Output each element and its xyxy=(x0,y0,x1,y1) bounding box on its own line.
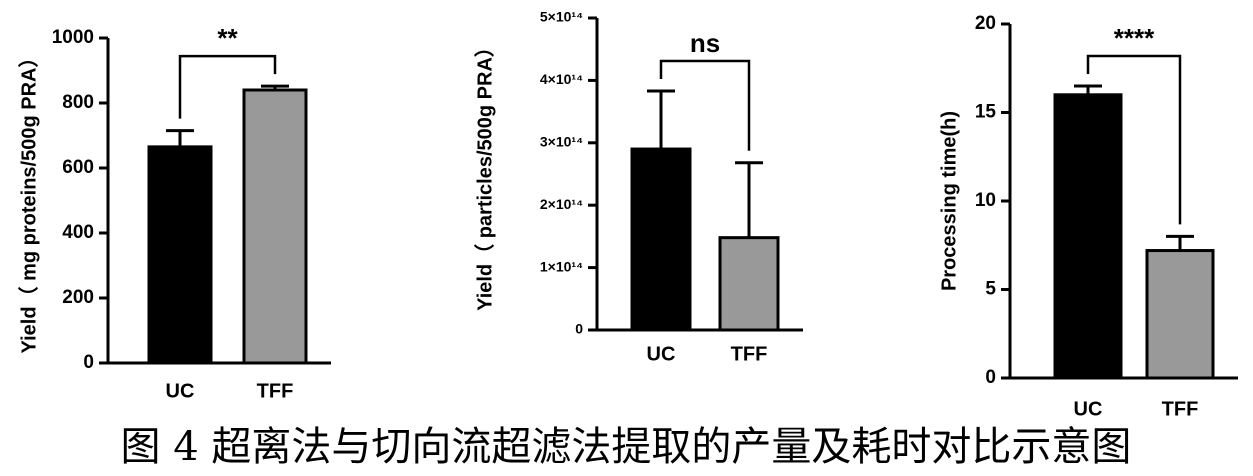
significance-label: ns xyxy=(690,28,720,58)
x-tick-label: UC xyxy=(166,380,195,402)
significance-bracket xyxy=(659,59,751,151)
bar xyxy=(1053,93,1123,380)
y-tick-label: 600 xyxy=(62,157,94,178)
x-tick-label: TFF xyxy=(257,380,294,402)
y-tick-label: 5×10¹⁴ xyxy=(540,9,583,25)
y-axis-label: Yield（ mg proteins/500g PRA） xyxy=(17,48,40,354)
y-tick-label: 0 xyxy=(83,352,94,373)
y-tick-label: 4×10¹⁴ xyxy=(540,71,583,87)
bar xyxy=(718,236,780,332)
significance-label: **** xyxy=(1114,23,1155,53)
bar xyxy=(147,145,213,365)
bar xyxy=(242,88,308,365)
y-tick-label: 800 xyxy=(62,92,94,113)
y-tick-label: 3×10¹⁴ xyxy=(540,134,583,150)
x-tick-label: UC xyxy=(1074,398,1103,420)
y-tick-label: 1000 xyxy=(52,27,94,48)
y-tick-label: 0 xyxy=(575,321,583,337)
significance-bracket xyxy=(1086,54,1182,225)
bar xyxy=(630,147,692,332)
x-tick-label: UC xyxy=(647,343,676,365)
x-tick-label: TFF xyxy=(1162,398,1199,420)
x-tick-label: TFF xyxy=(731,343,768,365)
y-axis-label: Processing time(h) xyxy=(938,111,960,291)
y-tick-label: 15 xyxy=(975,102,997,123)
y-tick-label: 2×10¹⁴ xyxy=(540,196,583,212)
significance-bracket xyxy=(178,54,277,119)
significance-label: ** xyxy=(217,23,238,53)
bar xyxy=(1145,249,1215,380)
y-tick-label: 5 xyxy=(985,279,996,300)
y-tick-label: 10 xyxy=(975,190,996,211)
caption: 图 4 超离法与切向流超滤法提取的产量及耗时对比示意图 xyxy=(121,424,1132,470)
y-tick-label: 200 xyxy=(62,287,94,308)
y-tick-label: 400 xyxy=(62,222,94,243)
y-axis-label: Yield（ particles/500g PRA） xyxy=(473,37,496,311)
y-tick-label: 20 xyxy=(975,13,996,34)
y-tick-label: 1×10¹⁴ xyxy=(540,258,583,274)
y-tick-label: 0 xyxy=(985,367,996,388)
